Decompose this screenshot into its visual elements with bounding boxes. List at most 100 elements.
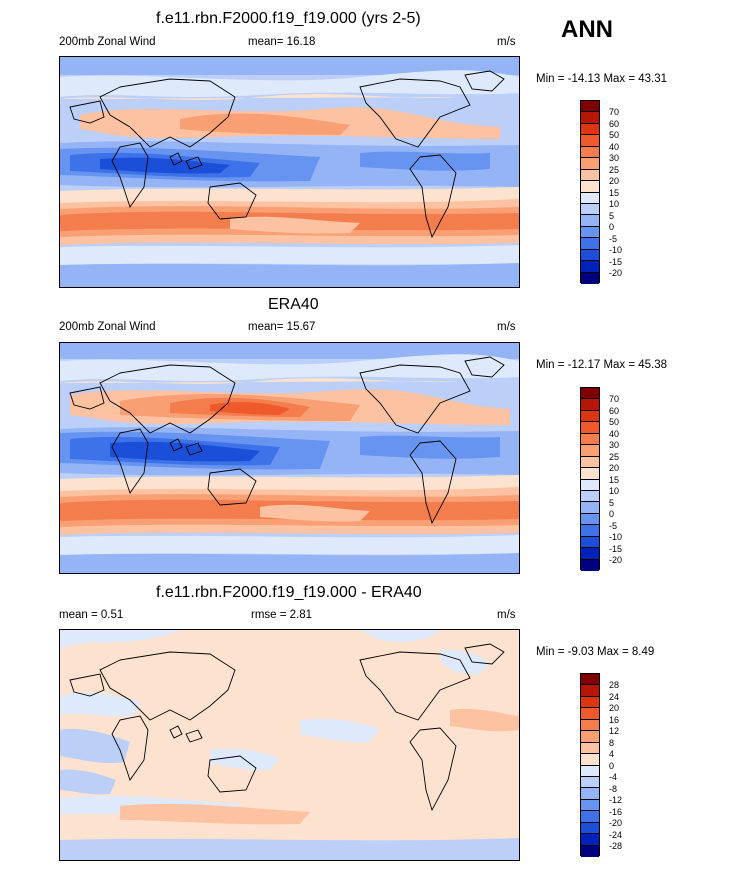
legend3-swatch-3 [581, 708, 599, 720]
legend1-label-5: 25 [609, 164, 620, 175]
legend1-swatch-7 [581, 181, 599, 193]
legend2-label-1: 60 [609, 405, 620, 416]
panel1-variable: 200mb Zonal Wind [59, 36, 156, 48]
panel3-units: m/s [497, 609, 516, 621]
panel2-variable: 200mb Zonal Wind [59, 321, 156, 333]
legend2-swatch-10 [581, 502, 599, 514]
legend1-label-13: -15 [609, 256, 623, 267]
legend1-label-0: 70 [609, 107, 620, 117]
legend1-swatch-11 [581, 226, 599, 239]
legend3-label-3: 16 [609, 714, 620, 725]
season-label: ANN [561, 16, 613, 43]
legend1-swatch-1 [581, 112, 599, 124]
legend1-label-14: -20 [609, 268, 623, 278]
legend3-swatch-11 [581, 799, 599, 812]
legend3-label-6: 4 [609, 749, 615, 759]
legend3-swatch-4 [581, 719, 599, 732]
legend2-label-9: 5 [609, 497, 615, 508]
legend2-swatch-12 [581, 525, 599, 537]
legend3-label-5: 8 [609, 737, 615, 748]
legend3-label-9: -8 [609, 783, 618, 794]
legend1-label-10: 0 [609, 222, 615, 232]
legend1-swatch-15 [581, 272, 599, 284]
legend1-label-11: -5 [609, 233, 618, 244]
legend2-label-14: -20 [609, 555, 623, 565]
legend1-swatch-5 [581, 158, 599, 170]
panel3-field [60, 630, 519, 860]
panel3-title: f.e11.rbn.F2000.f19_f19.000 - ERA40 [156, 584, 422, 601]
legend3-swatch-13 [581, 822, 599, 835]
legend1-label-6: 20 [609, 176, 620, 186]
legend3-label-14: -28 [609, 841, 623, 851]
legend2-label-3: 40 [609, 428, 620, 439]
legend1-label-4: 30 [609, 153, 620, 163]
legend2-swatch-3 [581, 422, 599, 434]
panel1-minmax: Min = -14.13 Max = 43.31 [536, 73, 668, 85]
legend3-label-11: -16 [609, 806, 623, 817]
legend3-swatch-15 [581, 845, 599, 857]
legend3-swatch-10 [581, 788, 599, 800]
legend3-label-13: -24 [609, 829, 623, 840]
legend1-swatch-0 [581, 101, 599, 113]
panel2-mean: mean= 15.67 [248, 321, 316, 333]
panel2-minmax: Min = -12.17 Max = 45.38 [536, 359, 668, 371]
legend3-swatch-12 [581, 811, 599, 823]
legend3-swatch-2 [581, 696, 599, 709]
legend2-swatch-4 [581, 433, 599, 446]
legend2-swatch-6 [581, 456, 599, 469]
legend1-label-9: 5 [609, 210, 615, 221]
legend1-label-8: 10 [609, 199, 620, 209]
legend2-label-6: 20 [609, 463, 620, 473]
legend1-label-7: 15 [609, 187, 620, 198]
legend3-label-4: 12 [609, 726, 620, 736]
legend3-swatch-9 [581, 776, 599, 789]
legend1-swatch-3 [581, 135, 599, 147]
legend3-label-10: -12 [609, 795, 623, 805]
panel1-map [59, 56, 520, 288]
panel1-title: f.e11.rbn.F2000.f19_f19.000 (yrs 2-5) [156, 10, 421, 27]
legend2-swatch-14 [581, 548, 599, 560]
legend3-swatch-7 [581, 754, 599, 766]
panel1-legend [580, 100, 600, 284]
legend3-swatch-14 [581, 834, 599, 846]
legend2-swatch-5 [581, 445, 599, 457]
panel3-legend [580, 673, 600, 857]
legend3-label-8: -4 [609, 772, 618, 782]
panel2-title: ERA40 [268, 296, 319, 313]
legend1-swatch-10 [581, 215, 599, 227]
panel1-units: m/s [497, 36, 516, 48]
panel3-minmax: Min = -9.03 Max = 8.49 [536, 646, 655, 658]
legend3-label-12: -20 [609, 818, 623, 828]
legend3-label-0: 28 [609, 680, 620, 690]
legend1-label-2: 50 [609, 130, 620, 140]
legend2-label-12: -10 [609, 532, 623, 542]
legend2-swatch-0 [581, 388, 599, 400]
legend3-swatch-1 [581, 685, 599, 697]
legend1-swatch-9 [581, 203, 599, 216]
legend2-swatch-2 [581, 410, 599, 423]
legend2-swatch-9 [581, 490, 599, 503]
legend2-swatch-1 [581, 399, 599, 411]
legend1-swatch-4 [581, 146, 599, 159]
panel3-mean: mean = 0.51 [59, 609, 124, 621]
legend1-swatch-13 [581, 249, 599, 262]
legend2-swatch-7 [581, 468, 599, 480]
legend2-label-7: 15 [609, 474, 620, 485]
legend2-label-13: -15 [609, 543, 623, 554]
legend2-label-8: 10 [609, 486, 620, 496]
legend2-label-0: 70 [609, 394, 620, 404]
legend1-label-3: 40 [609, 141, 620, 152]
legend1-swatch-12 [581, 238, 599, 250]
panel3-map [59, 629, 520, 861]
legend1-swatch-8 [581, 192, 599, 204]
legend2-label-11: -5 [609, 520, 618, 531]
panel2-units: m/s [497, 321, 516, 333]
legend2-swatch-13 [581, 536, 599, 549]
legend2-label-10: 0 [609, 509, 615, 519]
legend1-label-1: 60 [609, 118, 620, 129]
legend3-swatch-5 [581, 731, 599, 743]
legend1-swatch-2 [581, 123, 599, 136]
legend3-label-2: 20 [609, 703, 620, 713]
legend2-label-4: 30 [609, 440, 620, 450]
legend1-swatch-14 [581, 261, 599, 273]
